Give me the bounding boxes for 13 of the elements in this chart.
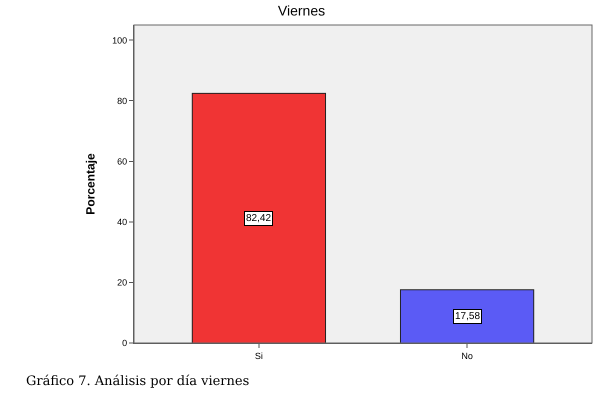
chart-title: Viernes bbox=[278, 2, 326, 19]
x-tick-label: No bbox=[461, 350, 473, 361]
data-label: 17,58 bbox=[455, 311, 480, 322]
y-tick-label: 0 bbox=[122, 338, 128, 348]
x-tick-label: Si bbox=[254, 350, 263, 361]
y-tick-label: 40 bbox=[117, 217, 128, 228]
y-tick-label: 60 bbox=[117, 156, 128, 166]
text: Gráfico 7. Análisis por día viernes bbox=[26, 374, 250, 389]
y-tick-label: 20 bbox=[117, 278, 128, 288]
y-tick-label: 80 bbox=[117, 96, 128, 106]
y-axis-title: Porcentaje bbox=[83, 152, 98, 215]
y-tick-label: 100 bbox=[112, 35, 128, 46]
data-label: 82,42 bbox=[246, 213, 272, 224]
